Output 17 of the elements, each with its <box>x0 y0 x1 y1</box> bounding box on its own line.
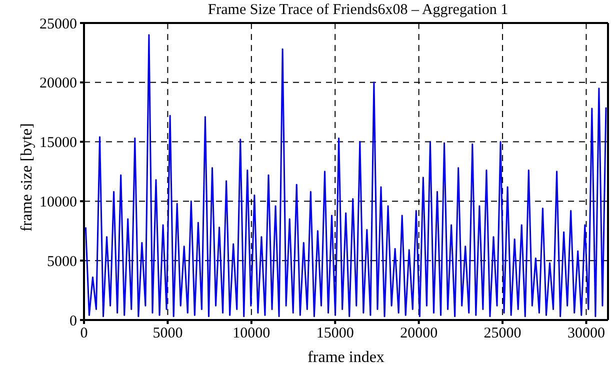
y-tick-label: 25000 <box>40 16 77 32</box>
x-axis-title: frame index <box>308 349 384 366</box>
y-tick-label: 20000 <box>40 76 77 92</box>
y-tick-label: 0 <box>70 313 77 330</box>
x-tick-label: 10000 <box>232 326 270 342</box>
x-tick-label: 25000 <box>484 326 522 342</box>
x-tick-label: 0 <box>80 326 88 342</box>
y-tick-label: 5000 <box>47 254 77 270</box>
x-tick-label: 15000 <box>316 326 354 342</box>
x-tick-label: 30000 <box>567 326 605 342</box>
chart-title: Frame Size Trace of Friends6x08 – Aggregation 1 <box>206 2 510 19</box>
y-axis-title: frame size [byte] <box>18 123 36 232</box>
y-tick-label: 10000 <box>40 194 77 211</box>
x-tick-label: 20000 <box>400 326 438 342</box>
y-tick-label: 15000 <box>40 135 77 152</box>
x-tick-label: 5000 <box>152 326 183 342</box>
line-series <box>84 34 607 318</box>
